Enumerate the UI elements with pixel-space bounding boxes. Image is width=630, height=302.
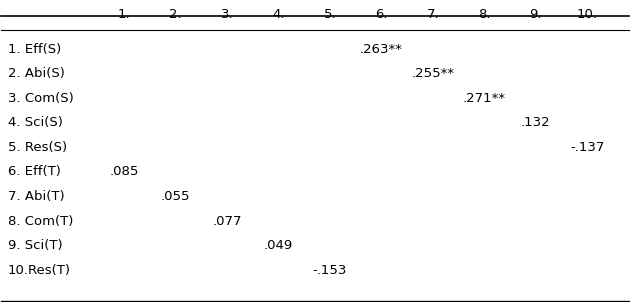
Text: 5. Res(S): 5. Res(S) xyxy=(8,141,67,154)
Text: .049: .049 xyxy=(264,239,293,252)
Text: 9. Sci(T): 9. Sci(T) xyxy=(8,239,62,252)
Text: 10.: 10. xyxy=(576,8,598,21)
Text: 9.: 9. xyxy=(530,8,542,21)
Text: .085: .085 xyxy=(110,165,139,178)
Text: 5.: 5. xyxy=(324,8,336,21)
Text: 10.Res(T): 10.Res(T) xyxy=(8,264,71,277)
Text: 7.: 7. xyxy=(427,8,439,21)
Text: 6.: 6. xyxy=(375,8,387,21)
Text: 8.: 8. xyxy=(478,8,491,21)
Text: 4. Sci(S): 4. Sci(S) xyxy=(8,116,62,129)
Text: .255**: .255** xyxy=(411,67,454,80)
Text: 2. Abi(S): 2. Abi(S) xyxy=(8,67,64,80)
Text: 3. Com(S): 3. Com(S) xyxy=(8,92,74,105)
Text: 8. Com(T): 8. Com(T) xyxy=(8,214,73,227)
Text: .263**: .263** xyxy=(360,43,403,56)
Text: .271**: .271** xyxy=(463,92,506,105)
Text: 4.: 4. xyxy=(272,8,285,21)
Text: 7. Abi(T): 7. Abi(T) xyxy=(8,190,64,203)
Text: 1. Eff(S): 1. Eff(S) xyxy=(8,43,61,56)
Text: 2.: 2. xyxy=(169,8,182,21)
Text: .132: .132 xyxy=(521,116,551,129)
Text: -.137: -.137 xyxy=(570,141,604,154)
Text: 3.: 3. xyxy=(221,8,234,21)
Text: .077: .077 xyxy=(212,214,242,227)
Text: 1.: 1. xyxy=(118,8,130,21)
Text: .055: .055 xyxy=(161,190,190,203)
Text: 6. Eff(T): 6. Eff(T) xyxy=(8,165,60,178)
Text: -.153: -.153 xyxy=(313,264,347,277)
